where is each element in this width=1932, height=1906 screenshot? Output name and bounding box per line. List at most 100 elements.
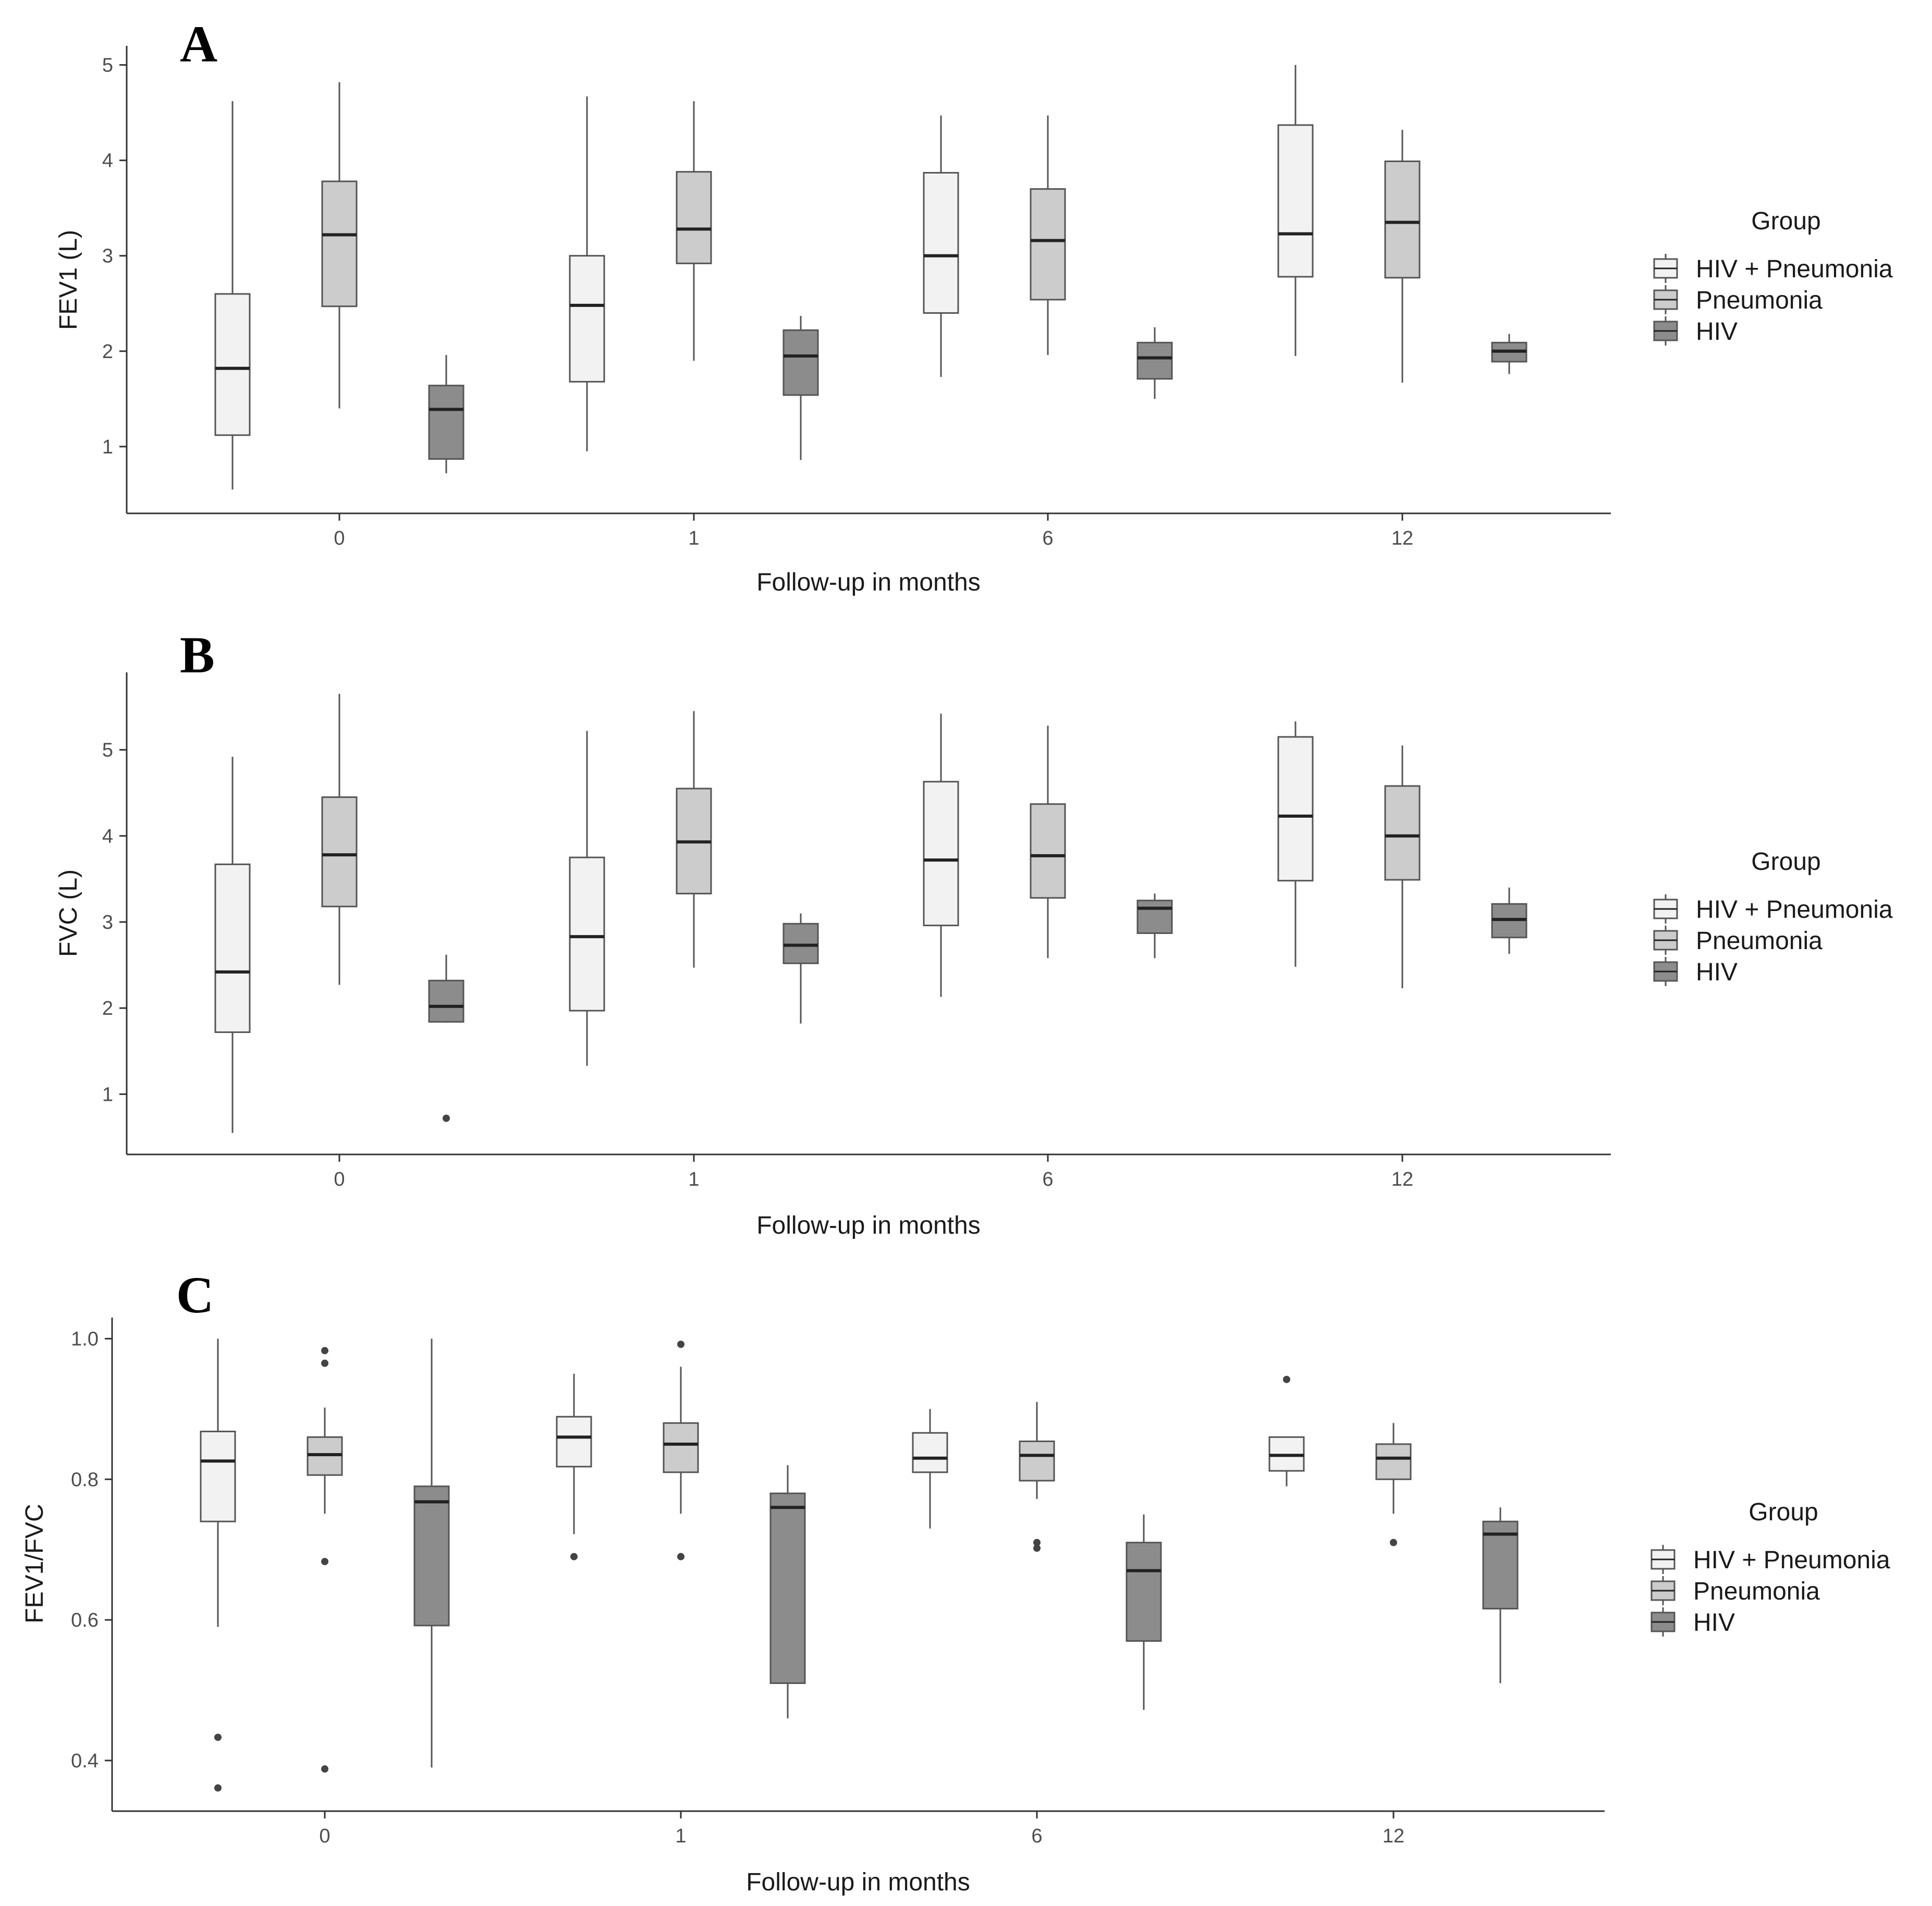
panel-a-boxes xyxy=(214,65,1527,490)
panel-c-box-pneumonia-0 xyxy=(307,1347,343,1773)
panel-a-x-tick-label: 1 xyxy=(688,527,699,549)
panel-b-box-hiv-pneumonia-6 xyxy=(923,714,959,997)
panel-a-box-hiv-6 xyxy=(1136,327,1173,399)
panel-b-box-pneumonia-12 xyxy=(1384,745,1421,989)
outlier-point xyxy=(1283,1375,1290,1383)
panel-a-box-hiv-pneumonia-6 xyxy=(923,115,959,377)
panel-a-x-ticks: 0 1 6 12 xyxy=(334,513,1413,549)
iqr-box xyxy=(912,1432,948,1473)
iqr-box xyxy=(1384,785,1421,881)
panel-b-box-hiv-pneumonia-0 xyxy=(214,756,251,1133)
iqr-box xyxy=(1030,803,1066,899)
panel-c-box-hiv-pneumonia-12 xyxy=(1268,1375,1305,1486)
panel-b-y-axis-title: FVC (L) xyxy=(55,869,82,957)
panel-c-legend-items: HIV + Pneumonia Pneumonia HIV xyxy=(1650,1545,1890,1637)
iqr-box xyxy=(1136,341,1173,380)
panel-c: C 0.4 0.6 0.8 1.0 0 1 6 12 Follow-up in months… xyxy=(21,1266,1890,1896)
panel-b-box-hiv-1 xyxy=(782,913,819,1024)
panel-b-x-tick-label: 1 xyxy=(688,1169,699,1190)
panel-c-y-tick-label: 1.0 xyxy=(71,1328,99,1350)
panel-c-boxes xyxy=(200,1338,1519,1792)
panel-a-label: A xyxy=(180,15,217,73)
panel-c-y-tick-label: 0.8 xyxy=(71,1469,99,1491)
panel-a-y-tick-label: 1 xyxy=(102,436,113,458)
panel-c-box-hiv-pneumonia-1 xyxy=(556,1373,592,1560)
legend-label: Pneumonia xyxy=(1693,1578,1820,1605)
panel-b-legend-title: Group xyxy=(1751,848,1820,876)
panel-c-box-pneumonia-12 xyxy=(1375,1423,1412,1546)
panel-b-box-hiv-pneumonia-12 xyxy=(1277,721,1314,967)
outlier-point xyxy=(1033,1544,1041,1552)
panel-a-y-axis-title: FEV1 (L) xyxy=(55,230,82,330)
panel-c-box-hiv-6 xyxy=(1126,1514,1162,1710)
panel-c-x-axis-title: Follow-up in months xyxy=(746,1868,970,1896)
panel-b-x-tick-label: 0 xyxy=(334,1169,345,1190)
panel-c-y-axis-title: FEV1/FVC xyxy=(21,1504,48,1623)
iqr-box xyxy=(1277,736,1314,882)
panel-a-legend: Group HIV + Pneumonia Pneumonia HIV xyxy=(1653,207,1893,346)
iqr-box xyxy=(923,171,959,314)
legend-label: HIV xyxy=(1696,958,1738,986)
panel-c-box-hiv-0 xyxy=(413,1338,450,1768)
panel-b-y-tick-label: 2 xyxy=(102,998,113,1019)
legend-label: Pneumonia xyxy=(1696,287,1823,314)
panel-b-y-tick-label: 1 xyxy=(102,1084,113,1105)
panel-a-legend-items: HIV + Pneumonia Pneumonia HIV xyxy=(1653,254,1893,346)
outlier-point xyxy=(321,1359,328,1367)
panel-a-box-pneumonia-1 xyxy=(676,101,712,361)
panel-b-y-ticks: 1 2 3 4 5 xyxy=(102,740,127,1105)
iqr-box xyxy=(1277,124,1314,278)
panel-a-legend-title: Group xyxy=(1751,207,1820,235)
panel-c-legend-item: Pneumonia xyxy=(1650,1576,1820,1605)
panel-b-box-hiv-12 xyxy=(1491,887,1527,954)
iqr-box xyxy=(200,1431,236,1522)
panel-c-label: C xyxy=(176,1266,214,1324)
panel-a-x-axis-title: Follow-up in months xyxy=(756,569,981,596)
panel-b-legend-items: HIV + Pneumonia Pneumonia HIV xyxy=(1653,894,1893,986)
legend-label: Pneumonia xyxy=(1696,927,1823,955)
iqr-box xyxy=(1375,1443,1412,1480)
panel-b-boxes xyxy=(214,694,1527,1133)
panel-c-box-hiv-pneumonia-6 xyxy=(912,1409,948,1529)
panel-c-box-hiv-12 xyxy=(1482,1507,1519,1683)
panel-c-x-tick-label: 12 xyxy=(1383,1825,1404,1847)
iqr-box xyxy=(428,979,464,1023)
iqr-box xyxy=(663,1422,699,1473)
outlier-point xyxy=(443,1114,450,1122)
legend-label: HIV + Pneumonia xyxy=(1696,255,1893,283)
iqr-box xyxy=(1482,1520,1519,1609)
panel-a-box-pneumonia-12 xyxy=(1384,130,1421,383)
outlier-point xyxy=(321,1558,328,1566)
panel-b-legend-item: HIV xyxy=(1653,957,1738,986)
outlier-point xyxy=(677,1341,684,1348)
panel-b-box-pneumonia-6 xyxy=(1030,725,1066,958)
panel-c-legend: Group HIV + Pneumonia Pneumonia HIV xyxy=(1650,1498,1890,1637)
iqr-box xyxy=(569,255,605,383)
iqr-box xyxy=(413,1485,450,1627)
panel-b-box-pneumonia-0 xyxy=(321,694,358,985)
panel-a-x-tick-label: 0 xyxy=(334,527,345,549)
panel-a-legend-item: HIV + Pneumonia xyxy=(1653,254,1893,283)
panel-c-y-tick-label: 0.6 xyxy=(71,1609,99,1631)
panel-a-box-hiv-0 xyxy=(428,355,464,474)
panel-c-box-pneumonia-6 xyxy=(1019,1401,1055,1552)
iqr-box xyxy=(556,1416,592,1468)
legend-label: HIV + Pneumonia xyxy=(1696,896,1893,924)
iqr-box xyxy=(321,180,358,308)
panel-a-box-hiv-pneumonia-1 xyxy=(569,96,605,452)
panel-a-box-hiv-pneumonia-12 xyxy=(1277,65,1314,356)
panel-a-box-pneumonia-6 xyxy=(1030,115,1066,355)
panel-b-legend-item: Pneumonia xyxy=(1653,926,1823,955)
iqr-box xyxy=(214,863,251,1033)
iqr-box xyxy=(769,1492,806,1684)
panel-b-x-ticks: 0 1 6 12 xyxy=(334,1154,1413,1190)
outlier-point xyxy=(214,1784,222,1792)
panel-c-legend-item: HIV + Pneumonia xyxy=(1650,1545,1890,1574)
panel-a-box-hiv-1 xyxy=(782,316,819,460)
iqr-box xyxy=(214,293,251,436)
legend-label: HIV xyxy=(1693,1609,1735,1637)
outlier-point xyxy=(214,1733,222,1741)
